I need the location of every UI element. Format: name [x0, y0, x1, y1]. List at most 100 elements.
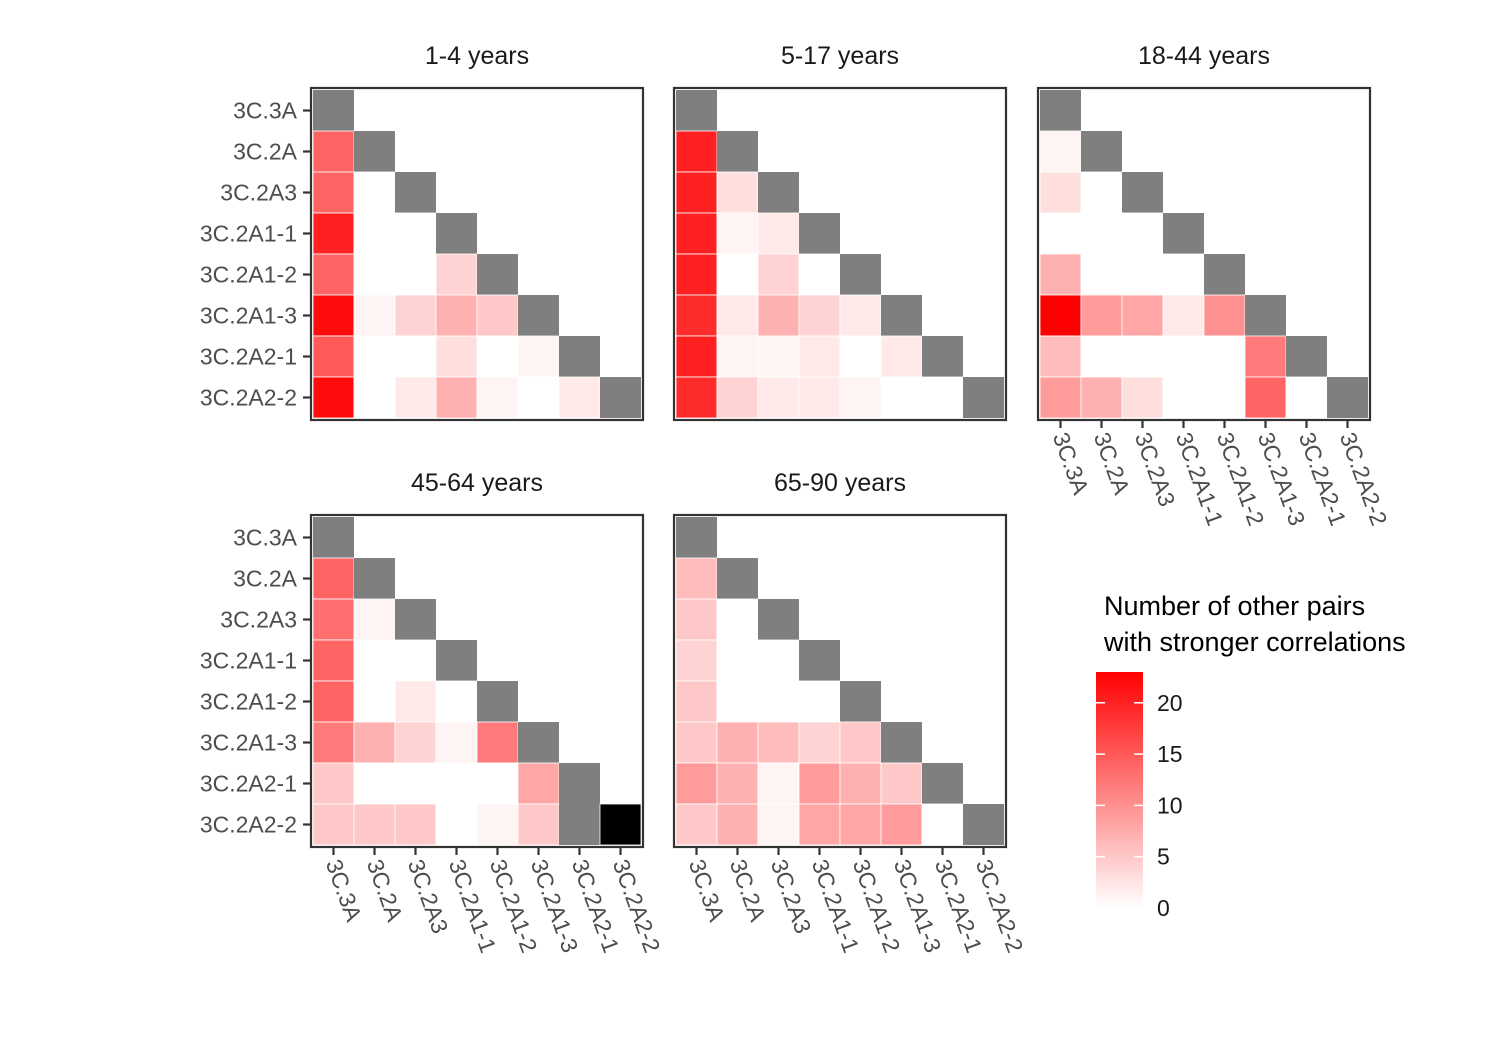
heatmap-cell: 3C.2A2-2 / 3C.2A1-2: 1 [476, 376, 519, 419]
heatmap-cell: 3C.2A1-2 / 3C.2A: 0 [353, 253, 396, 296]
legend-title-line1: Number of other pairs [1104, 591, 1365, 621]
diagonal-cell [518, 722, 559, 763]
panel-border [672, 86, 1008, 422]
y-tick-label: 3C.2A [233, 139, 298, 165]
diagonal-cell [1245, 295, 1286, 336]
heatmap-cell: 3C.2A1-3 / 3C.2A1-2: 2 [839, 294, 882, 337]
heatmap-cell: 3C.2A1-3 / 3C.2A1-2: 12 [476, 721, 519, 764]
diagonal-cell [559, 336, 600, 377]
heatmap-cell: 3C.2A1-2 / 3C.2A3: 0 [757, 680, 800, 723]
diagonal-cell [676, 90, 717, 131]
x-tick-label: 3C.2A [1089, 429, 1136, 499]
legend-tick-label: 0 [1157, 895, 1170, 921]
diagonal-cell [922, 336, 963, 377]
heatmap-cell: 3C.2A1-2 / 3C.2A1-1: 0 [1162, 253, 1205, 296]
panel-border [672, 513, 1008, 849]
legend-tick-label: 5 [1157, 844, 1170, 870]
panel-border [309, 513, 645, 849]
diagonal-cell [1204, 254, 1245, 295]
y-tick-label: 3C.2A2-1 [200, 344, 297, 370]
heatmap-cell: 3C.2A2-2 / 3C.2A: 4 [716, 376, 759, 419]
heatmap-cell: 3C.2A1-2 / 3C.2A: 0 [716, 680, 759, 723]
heatmap-cell: 3C.2A1-2 / 3C.3A: 20 [675, 253, 718, 296]
heatmap-cell: 3C.2A2-2 / 3C.2A1-2: 0 [1203, 376, 1246, 419]
diagonal-cell [559, 763, 600, 804]
heatmap-cell: 3C.2A1-3 / 3C.3A: 19 [675, 294, 718, 337]
diagonal-cell [477, 681, 518, 722]
heatmap-cell: 3C.2A1-3 / 3C.2A3: 7 [757, 294, 800, 337]
diagonal-cell [840, 681, 881, 722]
y-tick-label: 3C.2A3 [220, 607, 297, 633]
heatmap-cell: 3C.2A1-2 / 3C.3A: 14 [312, 680, 355, 723]
heatmap-cell: 3C.2A2-1 / 3C.2A1-2: 7 [839, 762, 882, 805]
heatmap-cell: 3C.2A2-1 / 3C.2A1-3: 5 [880, 762, 923, 805]
heatmap-cell: 3C.2A2-1 / 3C.2A1-2: 0 [839, 335, 882, 378]
heatmap-cell: 3C.2A2-2 / 3C.2A3: 2 [757, 376, 800, 419]
heatmap-cell: 3C.2A1-3 / 3C.2A3: 4 [394, 294, 437, 337]
heatmap-cell: 3C.2A2-1 / 3C.2A1-2: 0 [476, 762, 519, 805]
y-tick-label: 3C.2A2-1 [200, 771, 297, 797]
heatmap-cell: 3C.2A1-1 / 3C.3A: 4 [675, 639, 718, 682]
heatmap-cell: 3C.2A2-1 / 3C.3A: 5 [312, 762, 355, 805]
x-tick-label: 3C.3A [1048, 429, 1095, 499]
heatmap-cell: 3C.2A1-3 / 3C.3A: 12 [312, 721, 355, 764]
heatmap-cell: 3C.2A3 / 3C.2A: 3 [716, 171, 759, 214]
y-tick-label: 3C.2A1-3 [200, 730, 297, 756]
heatmap-cell: 3C.2A1-1 / 3C.2A3: 2 [757, 212, 800, 255]
heatmap-cell: 3C.2A2-1 / 3C.2A: 0 [353, 762, 396, 805]
heatmap-cell: 3C.2A2-2 / 3C.2A1-2: 8 [839, 803, 882, 846]
panel-title: 1-4 years [425, 42, 529, 70]
y-tick-label: 3C.2A1-2 [200, 689, 297, 715]
y-tick-label: 3C.3A [233, 98, 298, 124]
diagonal-cell [436, 213, 477, 254]
heatmap-cell: 3C.2A2-1 / 3C.2A1-1: 0 [1162, 335, 1205, 378]
heatmap-cell: 3C.2A1-3 / 3C.2A1-1: 4 [798, 721, 841, 764]
heatmap-cell: 3C.2A2-2 / 3C.2A: 7 [716, 803, 759, 846]
diagonal-cell [313, 90, 354, 131]
heatmap-cell: 3C.2A2-1 / 3C.2A3: 0 [394, 335, 437, 378]
heatmap-cell: 3C.2A2-1 / 3C.3A: 20 [675, 335, 718, 378]
heatmap-cell: 3C.2A1-1 / 3C.2A3: 0 [757, 639, 800, 682]
heatmap-cell: 3C.2A2-2 / 3C.2A2-2: undefined [599, 803, 642, 846]
x-tick-label: 3C.3A [684, 856, 731, 926]
diagonal-cell [518, 295, 559, 336]
panel-5-17-years: 5-17 years 3C.2A / 3C.3A: 203C.2A3 / 3C.3… [672, 42, 1008, 422]
heatmap-cell: 3C.2A1-3 / 3C.2A: 1 [353, 294, 396, 337]
heatmap-cell: 3C.2A3 / 3C.3A: 14 [312, 171, 355, 214]
legend-tick-label: 20 [1157, 690, 1183, 716]
diagonal-cell [354, 558, 395, 599]
y-tick-label: 3C.2A1-3 [200, 303, 297, 329]
heatmap-cell: 3C.2A1-2 / 3C.2A1-1: 0 [798, 680, 841, 723]
heatmap-cell: 3C.2A2-1 / 3C.2A1-1: 2 [798, 335, 841, 378]
heatmap-cell: 3C.2A3 / 3C.2A: 0 [353, 171, 396, 214]
diagonal-cell [799, 213, 840, 254]
heatmap-cell: 3C.2A3 / 3C.3A: 5 [675, 598, 718, 641]
heatmap-cell: 3C.2A2-2 / 3C.2A: 0 [353, 376, 396, 419]
heatmap-cell: 3C.2A1-1 / 3C.2A: 1 [716, 212, 759, 255]
diagonal-cell [1040, 90, 1081, 131]
heatmap-cell: 3C.2A3 / 3C.2A: 0 [716, 598, 759, 641]
y-tick-label: 3C.2A [233, 566, 298, 592]
heatmap-cell: 3C.2A2-1 / 3C.2A1-2: 0 [476, 335, 519, 378]
diagonal-cell [717, 131, 758, 172]
heatmap-cell: 3C.2A1-1 / 3C.2A3: 0 [394, 212, 437, 255]
y-tick-label: 3C.2A1-1 [200, 221, 297, 247]
heatmap-cell: 3C.2A / 3C.3A: 14 [312, 130, 355, 173]
x-tick-label: 3C.2A [362, 856, 409, 926]
heatmap-cell: 3C.2A1-3 / 3C.2A1-1: 4 [798, 294, 841, 337]
panel-title: 45-64 years [411, 469, 543, 497]
heatmap-cell: 3C.2A2-1 / 3C.3A: 15 [312, 335, 355, 378]
heatmap-cell: 3C.2A2-1 / 3C.2A: 0 [1080, 335, 1123, 378]
heatmap-cell: 3C.2A2-2 / 3C.2A1-2: 1 [839, 376, 882, 419]
panel-title: 5-17 years [781, 42, 899, 70]
heatmap-cell: 3C.2A1-1 / 3C.3A: 20 [312, 212, 355, 255]
diagonal-cell [436, 640, 477, 681]
heatmap-cell: 3C.2A3 / 3C.3A: 20 [675, 171, 718, 214]
diagonal-cell [922, 763, 963, 804]
heatmap-cell: 3C.2A2-2 / 3C.2A3: 2 [394, 376, 437, 419]
heatmap-cell: 3C.2A2-2 / 3C.2A1-1: 2 [798, 376, 841, 419]
diagonal-cell [881, 722, 922, 763]
diagonal-cell [559, 804, 600, 845]
heatmap-cell: 3C.2A1-2 / 3C.2A3: 0 [394, 253, 437, 296]
